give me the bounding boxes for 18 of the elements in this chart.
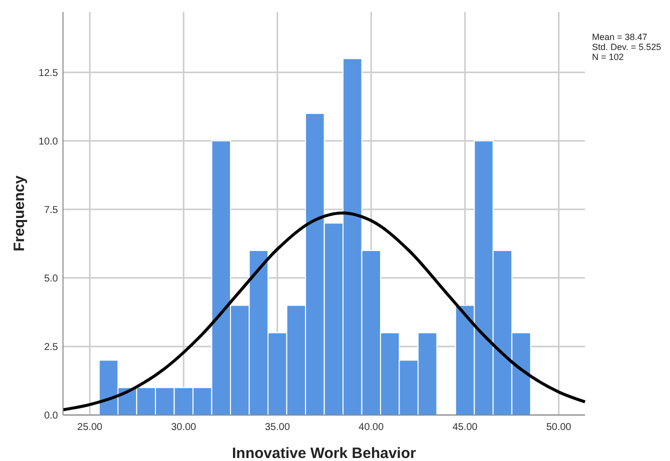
x-tick-label: 50.00: [546, 422, 572, 433]
y-tick-label: 0.0: [44, 410, 58, 422]
x-tick-label: 40.00: [358, 422, 384, 433]
text: N = 102: [592, 52, 624, 62]
text: Std. Dev. = 5.525: [592, 42, 662, 52]
y-axis-title: Frequency: [11, 174, 28, 252]
line-series: [62, 211, 586, 412]
x-tick-label: 35.00: [264, 422, 290, 433]
y-tick-label: 5.0: [44, 273, 58, 284]
x-axis-title: Innovative Work Behavior: [232, 445, 416, 461]
text: Mean = 38.47: [592, 32, 648, 42]
y-tick-label: 2.5: [44, 342, 58, 353]
x-tick-label: 45.00: [452, 422, 478, 433]
y-tick-label: 10.0: [38, 136, 58, 148]
x-tick-label: 25.00: [77, 422, 103, 433]
y-tick-label: 12.5: [38, 68, 58, 79]
y-tick-label: 7.5: [44, 204, 58, 216]
x-tick-label: 30.00: [171, 422, 197, 433]
